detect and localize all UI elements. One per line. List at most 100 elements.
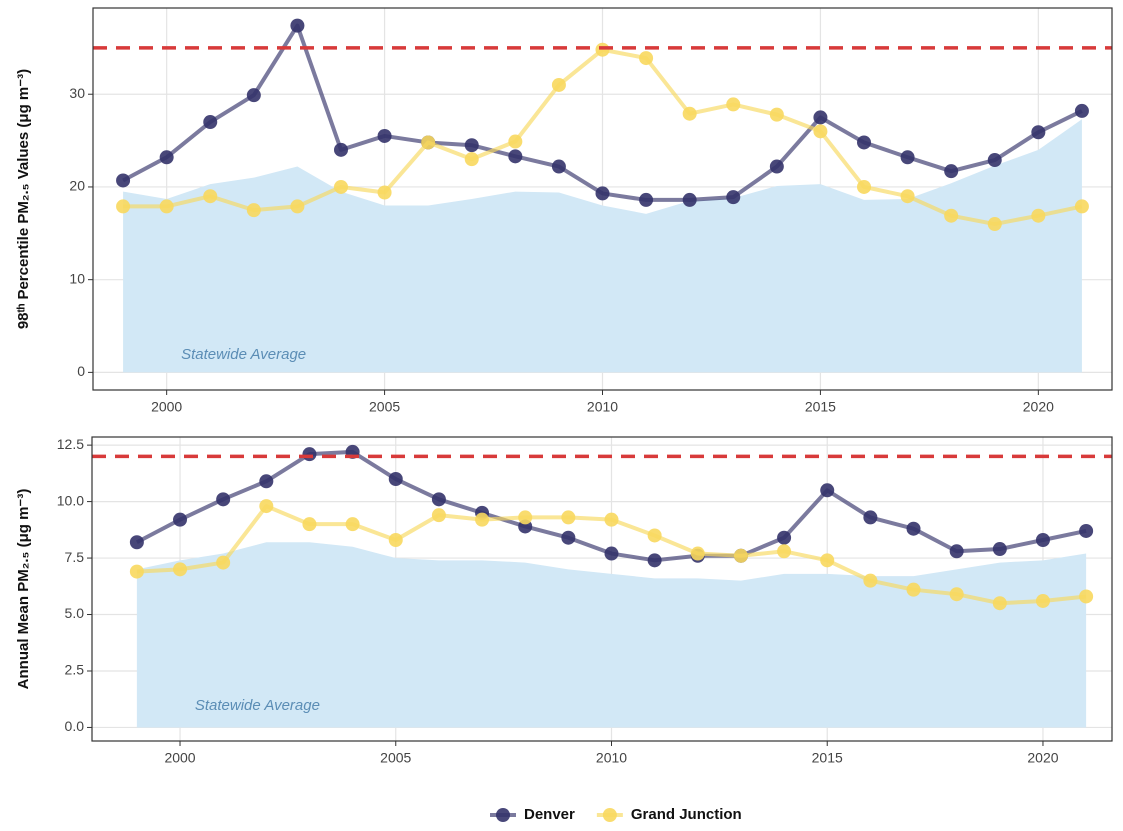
point [508, 134, 523, 149]
x-tick-label: 2015 [812, 750, 843, 766]
y-tick-label: 7.5 [65, 549, 85, 565]
point [813, 124, 828, 139]
point [216, 492, 231, 507]
point [682, 192, 697, 207]
point [561, 510, 576, 525]
x-tick-label: 2000 [164, 750, 195, 766]
point [726, 97, 741, 112]
point [647, 528, 662, 543]
point [129, 564, 144, 579]
point [551, 159, 566, 174]
y-tick-label: 20 [69, 178, 85, 194]
point [333, 179, 348, 194]
point [203, 115, 218, 130]
point [421, 135, 436, 150]
x-tick-label: 2015 [805, 399, 836, 415]
y-tick-label: 0.0 [65, 718, 85, 734]
x-tick-label: 2020 [1023, 399, 1054, 415]
point [561, 530, 576, 545]
point [857, 179, 872, 194]
x-tick-label: 2000 [151, 399, 182, 415]
point [518, 510, 533, 525]
area-label: Statewide Average [195, 697, 320, 714]
panel: 0 10 20 30 2000 2005 2010 2015 2020 Statewide Ave… [15, 7, 1113, 415]
point [345, 517, 360, 532]
legend-label: Grand Junction [631, 806, 742, 823]
x-tick-label: 2005 [369, 399, 400, 415]
legend-point [602, 808, 617, 822]
point [813, 110, 828, 125]
point [820, 553, 835, 568]
point [777, 530, 792, 545]
point [595, 42, 610, 57]
point [690, 546, 705, 561]
y-axis-title: 98ᵗʰ Percentile PM₂.₅ Values (μg m⁻³) [15, 69, 32, 329]
y-axis-title: Annual Mean PM₂.₅ (μg m⁻³) [15, 489, 32, 690]
point [769, 159, 784, 174]
point [1074, 103, 1089, 118]
point [464, 138, 479, 153]
area-label: Statewide Average [181, 346, 306, 363]
point [992, 542, 1007, 557]
point [944, 208, 959, 223]
point [604, 546, 619, 561]
point [388, 472, 403, 487]
point [639, 192, 654, 207]
legend-label: Denver [524, 806, 575, 823]
legend-point [496, 808, 510, 822]
point [944, 164, 959, 179]
point [431, 492, 446, 507]
point [173, 512, 188, 527]
point [159, 199, 174, 214]
point [863, 573, 878, 588]
point [508, 149, 523, 164]
area [136, 542, 1087, 728]
point [595, 186, 610, 201]
point [246, 203, 261, 218]
point [992, 596, 1007, 611]
y-tick-label: 0 [77, 363, 85, 379]
y-tick-label: 10 [69, 270, 85, 286]
plot-frame [92, 7, 1113, 391]
point [464, 152, 479, 167]
point [290, 199, 305, 214]
point [647, 553, 662, 568]
point [1031, 208, 1046, 223]
point [431, 508, 446, 523]
point [246, 88, 261, 103]
point [863, 510, 878, 525]
point [726, 190, 741, 205]
point [857, 135, 872, 150]
point [116, 173, 131, 188]
point [1074, 199, 1089, 214]
point [1035, 532, 1050, 547]
point [216, 555, 231, 570]
point [129, 535, 144, 550]
point [733, 548, 748, 563]
y-tick-label: 30 [69, 85, 85, 101]
point [777, 544, 792, 559]
point [259, 474, 274, 489]
point [1031, 125, 1046, 140]
y-tick-label: 2.5 [65, 662, 85, 678]
area [123, 119, 1082, 373]
point [302, 447, 317, 462]
x-tick-label: 2010 [596, 750, 627, 766]
point [259, 499, 274, 514]
y-tick-label: 12.5 [57, 436, 84, 452]
point [290, 18, 305, 33]
point [949, 544, 964, 559]
point [1079, 523, 1094, 538]
point [949, 587, 964, 602]
x-tick-label: 2005 [380, 750, 411, 766]
point [388, 532, 403, 547]
point [900, 189, 915, 204]
point [302, 517, 317, 532]
point [639, 51, 654, 66]
point [173, 562, 188, 577]
point [159, 150, 174, 165]
x-tick-label: 2010 [587, 399, 618, 415]
point [682, 106, 697, 121]
point [604, 512, 619, 527]
